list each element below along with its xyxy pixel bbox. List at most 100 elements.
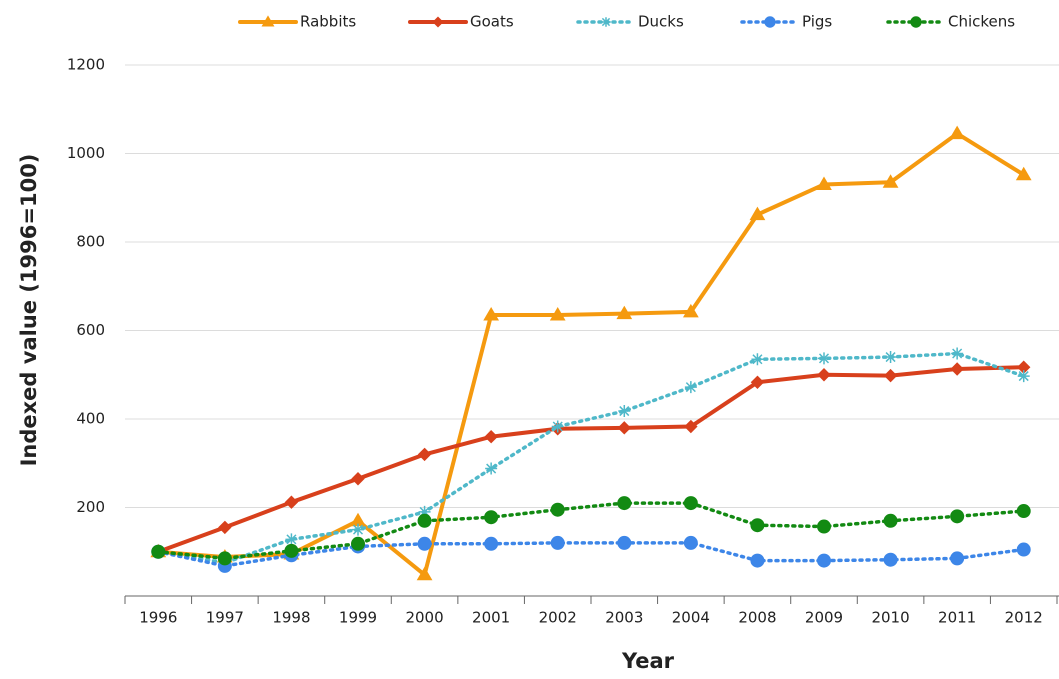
legend-item: Rabbits — [238, 13, 356, 31]
x-tick-label: 2012 — [1005, 609, 1043, 627]
marker — [883, 368, 898, 383]
y-tick-label: 1000 — [67, 144, 105, 162]
x-tick-label: 1996 — [139, 609, 177, 627]
legend-label: Ducks — [638, 13, 684, 31]
y-tick-label: 200 — [76, 498, 105, 516]
y-tick-label: 800 — [76, 233, 105, 251]
marker — [883, 513, 898, 528]
x-tick-label: 2002 — [539, 609, 577, 627]
x-tick-label: 2009 — [805, 609, 843, 627]
marker — [818, 352, 830, 365]
marker — [601, 17, 611, 27]
legend-label: Goats — [470, 13, 514, 31]
marker — [351, 472, 365, 486]
marker — [417, 536, 432, 551]
marker — [550, 502, 565, 517]
series — [151, 496, 1031, 566]
marker — [749, 206, 766, 221]
marker — [951, 347, 964, 360]
marker — [1016, 542, 1031, 557]
x-tick-label: 2011 — [938, 609, 976, 627]
marker — [417, 447, 432, 462]
marker — [683, 535, 698, 550]
marker — [351, 536, 365, 551]
grid — [124, 64, 1059, 604]
marker — [484, 429, 498, 444]
marker — [484, 536, 499, 551]
marker — [485, 462, 498, 475]
marker — [432, 16, 444, 28]
x-axis-title: Year — [621, 649, 675, 673]
legend-item: Goats — [408, 13, 514, 31]
marker — [816, 176, 832, 190]
marker — [618, 405, 631, 418]
marker — [949, 125, 966, 140]
marker — [750, 553, 765, 568]
marker — [1016, 504, 1031, 519]
marker — [550, 535, 565, 550]
legend-item: Chickens — [886, 13, 1015, 31]
legend-item: Ducks — [576, 13, 684, 31]
x-tick-label: 1997 — [206, 609, 244, 627]
marker — [549, 307, 566, 321]
marker — [883, 552, 898, 567]
marker — [910, 16, 922, 28]
marker — [483, 307, 500, 321]
marker — [884, 351, 897, 364]
marker — [284, 543, 299, 558]
marker — [616, 305, 633, 320]
x-tick-label: 2003 — [605, 609, 643, 627]
marker — [950, 509, 965, 524]
y-tick-label: 600 — [76, 321, 105, 339]
legend-label: Pigs — [802, 13, 832, 31]
marker — [417, 513, 432, 528]
plot — [150, 125, 1032, 581]
legend-label: Rabbits — [300, 13, 356, 31]
marker — [683, 496, 698, 511]
marker — [284, 495, 299, 509]
marker — [617, 535, 632, 550]
marker — [416, 566, 433, 581]
marker — [751, 353, 764, 366]
marker — [551, 420, 564, 433]
marker — [1015, 166, 1032, 181]
y-tick-label: 1200 — [67, 56, 105, 74]
marker — [817, 553, 831, 568]
marker — [151, 544, 166, 559]
y-axis-title: Indexed value (1996=100) — [17, 154, 41, 467]
marker — [764, 16, 776, 28]
x-tick-label: 2008 — [738, 609, 776, 627]
marker — [750, 375, 765, 389]
series-line — [156, 131, 1026, 577]
x-tick-label: 2010 — [871, 609, 909, 627]
series-line — [156, 501, 1026, 561]
marker — [817, 519, 831, 534]
x-tick-label: 2001 — [472, 609, 510, 627]
marker — [352, 523, 364, 536]
marker — [682, 303, 699, 318]
series — [152, 347, 1030, 569]
marker — [285, 533, 298, 546]
marker — [950, 362, 964, 376]
marker — [617, 421, 631, 435]
marker — [950, 551, 965, 566]
marker — [750, 518, 765, 533]
marker — [684, 419, 698, 434]
x-tick-label: 2004 — [672, 609, 710, 627]
marker — [484, 510, 499, 525]
series — [151, 360, 1031, 559]
marker — [817, 368, 831, 382]
marker — [261, 15, 275, 27]
x-tick-label: 2000 — [405, 609, 443, 627]
marker — [217, 551, 232, 566]
marker — [882, 174, 899, 188]
marker — [617, 496, 632, 511]
marker — [418, 505, 431, 518]
series-line — [156, 541, 1026, 568]
y-tick-label: 400 — [76, 410, 105, 428]
x-tick-label: 1999 — [339, 609, 377, 627]
marker — [218, 520, 232, 535]
x-tick-label: 1998 — [272, 609, 310, 627]
marker — [1017, 370, 1030, 383]
